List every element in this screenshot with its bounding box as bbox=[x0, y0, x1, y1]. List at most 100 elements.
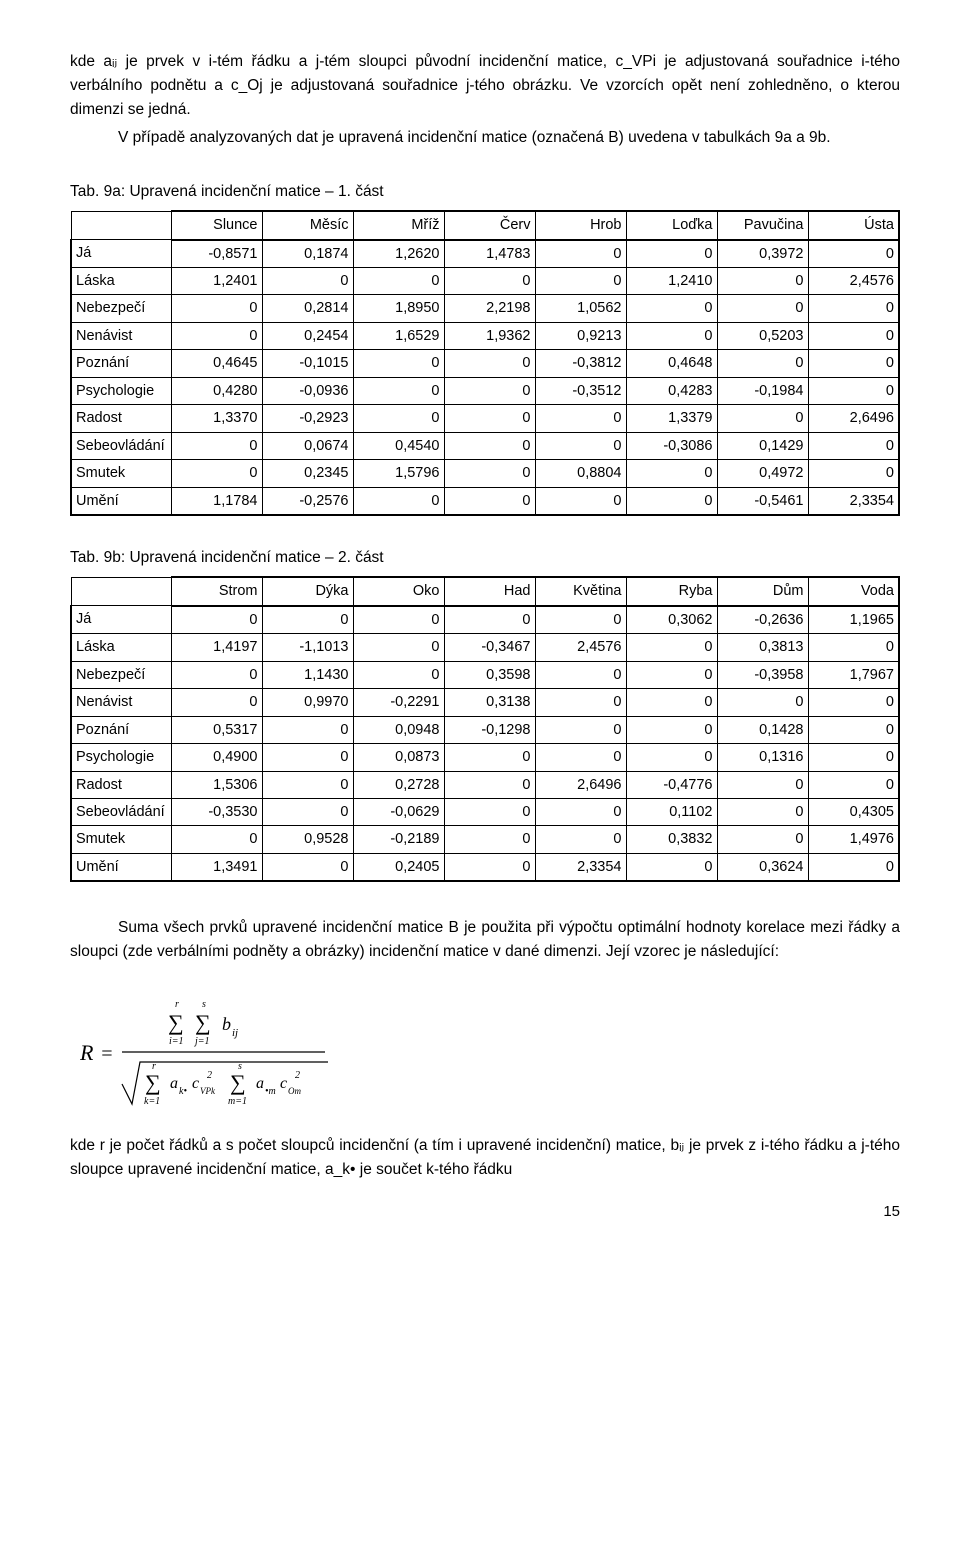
table-row: Já-0,85710,18741,26201,4783000,39720 bbox=[71, 240, 899, 268]
row-header: Umění bbox=[71, 853, 171, 881]
formula-R: R = r ∑ i=1 s ∑ j=1 b ij r ∑ k=1 a k• c … bbox=[80, 992, 900, 1112]
table-corner-cell bbox=[71, 211, 171, 239]
column-header: Měsíc bbox=[262, 211, 353, 239]
data-cell: 0 bbox=[262, 771, 353, 798]
data-cell: 0 bbox=[444, 744, 535, 771]
data-cell: 0 bbox=[171, 432, 262, 459]
data-cell: 0 bbox=[171, 295, 262, 322]
row-header: Já bbox=[71, 240, 171, 268]
row-header: Sebeovládání bbox=[71, 799, 171, 826]
svg-text:ij: ij bbox=[232, 1027, 238, 1039]
table-row: Poznání0,4645-0,101500-0,38120,464800 bbox=[71, 350, 899, 377]
paragraph-3: Suma všech prvků upravené incidenční mat… bbox=[70, 916, 900, 964]
row-header: Já bbox=[71, 606, 171, 634]
column-header: Pavučina bbox=[717, 211, 808, 239]
data-cell: 0 bbox=[262, 606, 353, 634]
data-cell: 0 bbox=[353, 487, 444, 515]
data-cell: 0 bbox=[444, 268, 535, 295]
data-cell: 0 bbox=[717, 268, 808, 295]
column-header: Loďka bbox=[626, 211, 717, 239]
data-cell: 0 bbox=[353, 268, 444, 295]
row-header: Láska bbox=[71, 268, 171, 295]
data-cell: -0,0629 bbox=[353, 799, 444, 826]
data-cell: 0 bbox=[353, 405, 444, 432]
svg-text:VPk: VPk bbox=[200, 1086, 216, 1096]
data-cell: 1,4976 bbox=[808, 826, 899, 853]
table-9a-header-row: SlunceMěsícMřížČervHrobLoďkaPavučinaÚsta bbox=[71, 211, 899, 239]
column-header: Hrob bbox=[535, 211, 626, 239]
data-cell: 0,1102 bbox=[626, 799, 717, 826]
data-cell: 0,5317 bbox=[171, 716, 262, 743]
data-cell: 0 bbox=[626, 240, 717, 268]
data-cell: 0 bbox=[535, 487, 626, 515]
data-cell: 0 bbox=[444, 799, 535, 826]
column-header: Voda bbox=[808, 577, 899, 605]
data-cell: 2,3354 bbox=[808, 487, 899, 515]
svg-text:R: R bbox=[80, 1040, 94, 1065]
data-cell: 0,0873 bbox=[353, 744, 444, 771]
data-cell: 0,3832 bbox=[626, 826, 717, 853]
data-cell: 1,1430 bbox=[262, 661, 353, 688]
data-cell: 0 bbox=[535, 689, 626, 716]
data-cell: 1,1784 bbox=[171, 487, 262, 515]
data-cell: -0,3512 bbox=[535, 377, 626, 404]
svg-text:b: b bbox=[222, 1014, 231, 1034]
table-row: Nenávist00,24541,65291,93620,921300,5203… bbox=[71, 322, 899, 349]
data-cell: 0,4972 bbox=[717, 460, 808, 487]
data-cell: 0 bbox=[444, 350, 535, 377]
data-cell: 0 bbox=[171, 460, 262, 487]
row-header: Nenávist bbox=[71, 322, 171, 349]
svg-text:k=1: k=1 bbox=[144, 1096, 160, 1107]
data-cell: -0,3467 bbox=[444, 634, 535, 661]
data-cell: 0 bbox=[717, 405, 808, 432]
svg-text:k•: k• bbox=[179, 1086, 187, 1097]
table-corner-cell bbox=[71, 577, 171, 605]
row-header: Psychologie bbox=[71, 744, 171, 771]
data-cell: 0,1429 bbox=[717, 432, 808, 459]
data-cell: -0,8571 bbox=[171, 240, 262, 268]
data-cell: -0,0936 bbox=[262, 377, 353, 404]
data-cell: 0,1874 bbox=[262, 240, 353, 268]
table-row: Psychologie0,4280-0,093600-0,35120,4283-… bbox=[71, 377, 899, 404]
table-9b-header-row: StromDýkaOkoHadKvětinaRybaDůmVoda bbox=[71, 577, 899, 605]
table-row: Radost1,3370-0,29230001,337902,6496 bbox=[71, 405, 899, 432]
data-cell: 1,3370 bbox=[171, 405, 262, 432]
column-header: Dům bbox=[717, 577, 808, 605]
data-cell: 1,8950 bbox=[353, 295, 444, 322]
svg-text:s: s bbox=[202, 999, 206, 1010]
data-cell: 0 bbox=[444, 405, 535, 432]
data-cell: 0,2454 bbox=[262, 322, 353, 349]
data-cell: 1,4197 bbox=[171, 634, 262, 661]
data-cell: 0 bbox=[535, 744, 626, 771]
table-row: Sebeovládání-0,35300-0,0629000,110200,43… bbox=[71, 799, 899, 826]
svg-text:i=1: i=1 bbox=[169, 1036, 184, 1047]
data-cell: 0 bbox=[444, 853, 535, 881]
data-cell: 0 bbox=[353, 377, 444, 404]
table-9b: StromDýkaOkoHadKvětinaRybaDůmVoda Já0000… bbox=[70, 576, 900, 882]
table-row: Smutek00,23451,579600,880400,49720 bbox=[71, 460, 899, 487]
data-cell: 0,4283 bbox=[626, 377, 717, 404]
data-cell: 0,5203 bbox=[717, 322, 808, 349]
data-cell: -0,3958 bbox=[717, 661, 808, 688]
data-cell: 0 bbox=[353, 350, 444, 377]
svg-text:∑: ∑ bbox=[145, 1070, 161, 1095]
data-cell: 0 bbox=[353, 661, 444, 688]
data-cell: 0,9528 bbox=[262, 826, 353, 853]
data-cell: 0 bbox=[444, 377, 535, 404]
data-cell: 0,4648 bbox=[626, 350, 717, 377]
column-header: Květina bbox=[535, 577, 626, 605]
data-cell: 0 bbox=[808, 295, 899, 322]
data-cell: -0,4776 bbox=[626, 771, 717, 798]
data-cell: 2,6496 bbox=[808, 405, 899, 432]
data-cell: 0 bbox=[808, 744, 899, 771]
data-cell: 0 bbox=[626, 634, 717, 661]
data-cell: -0,2923 bbox=[262, 405, 353, 432]
svg-text:r: r bbox=[175, 999, 179, 1010]
data-cell: 0 bbox=[626, 661, 717, 688]
data-cell: 0 bbox=[717, 295, 808, 322]
data-cell: 0 bbox=[808, 322, 899, 349]
data-cell: 0 bbox=[444, 432, 535, 459]
data-cell: 0 bbox=[808, 350, 899, 377]
data-cell: 0 bbox=[808, 689, 899, 716]
table-9b-caption: Tab. 9b: Upravená incidenční matice – 2.… bbox=[70, 546, 900, 570]
